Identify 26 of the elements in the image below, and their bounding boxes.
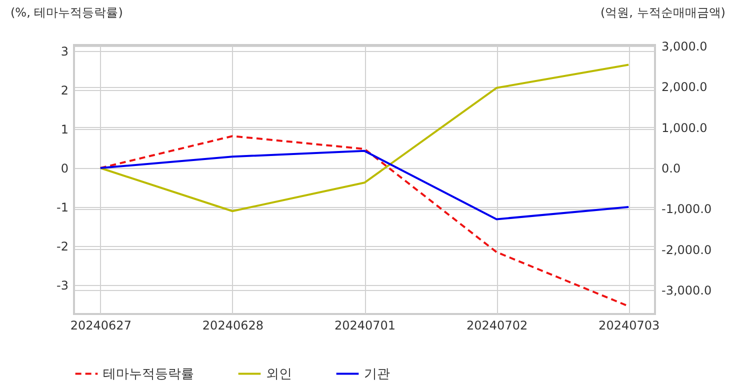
legend-label: 기관 [364, 366, 390, 382]
y-tick-label: -3 [56, 278, 68, 292]
y2-tick-label: -3,000.0 [662, 284, 712, 298]
y2-tick-label: 0.0 [662, 162, 681, 176]
y-axis-title: (%, 테마누적등락률) [10, 6, 123, 20]
legend-label: 테마누적등락률 [103, 366, 194, 382]
y-tick-label: 0 [60, 162, 68, 176]
x-tick-label: 20240627 [70, 318, 132, 332]
y2-tick-label: -2,000.0 [662, 242, 712, 257]
x-tick-label: 20240702 [466, 318, 528, 332]
line-series [99, 150, 630, 220]
legend-label: 외인 [266, 366, 292, 382]
y-tick-label: -2 [56, 239, 68, 254]
x-tick-label: 20240701 [334, 318, 396, 332]
y-tick-label: -1 [56, 200, 68, 214]
y2-axis-title: (억원, 누적순매매금액) [600, 6, 726, 20]
x-tick-label: 20240703 [598, 318, 660, 332]
y-tick-label: 2 [60, 84, 68, 98]
y2-tick-label: -1,000.0 [662, 202, 712, 216]
x-tick-label: 20240628 [202, 318, 264, 332]
y2-tick-label: 3,000.0 [662, 40, 708, 54]
line-series [99, 64, 630, 212]
y-tick-label: 3 [60, 44, 68, 59]
y2-tick-label: 1,000.0 [662, 120, 708, 135]
y2-tick-label: 2,000.0 [662, 80, 708, 94]
y-tick-label: 1 [60, 122, 68, 137]
